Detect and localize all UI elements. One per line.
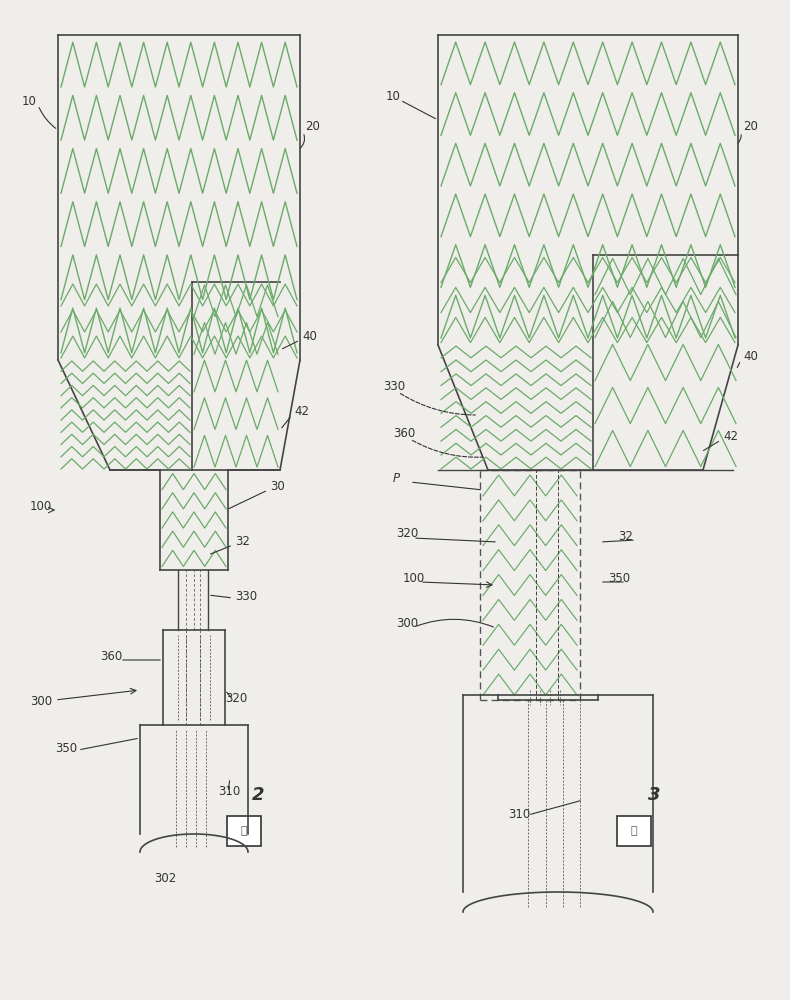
- Text: 32: 32: [618, 530, 633, 543]
- Text: 310: 310: [218, 785, 240, 798]
- Text: 3: 3: [648, 786, 660, 804]
- Text: 330: 330: [235, 590, 257, 603]
- Text: 320: 320: [396, 527, 418, 540]
- Text: 100: 100: [30, 500, 52, 513]
- Text: 10: 10: [386, 90, 401, 103]
- Text: 330: 330: [383, 380, 405, 393]
- Text: 图: 图: [241, 826, 247, 836]
- Text: 40: 40: [302, 330, 317, 343]
- Text: 320: 320: [225, 692, 247, 705]
- Text: 20: 20: [305, 120, 320, 133]
- FancyBboxPatch shape: [227, 816, 261, 846]
- Text: 350: 350: [55, 742, 77, 755]
- Text: 300: 300: [30, 695, 52, 708]
- Text: 100: 100: [403, 572, 425, 585]
- Text: 360: 360: [100, 650, 122, 663]
- Text: 360: 360: [393, 427, 416, 440]
- Text: 42: 42: [294, 405, 309, 418]
- Text: 310: 310: [508, 808, 530, 821]
- Text: P: P: [393, 472, 400, 485]
- Text: 30: 30: [270, 480, 284, 493]
- Text: 20: 20: [743, 120, 758, 133]
- Text: 42: 42: [723, 430, 738, 443]
- Text: 302: 302: [154, 872, 176, 885]
- FancyBboxPatch shape: [617, 816, 651, 846]
- Text: 2: 2: [252, 786, 265, 804]
- Text: 40: 40: [743, 350, 758, 363]
- Text: 32: 32: [235, 535, 250, 548]
- Text: 300: 300: [396, 617, 418, 630]
- Text: 10: 10: [22, 95, 37, 108]
- Text: 图: 图: [630, 826, 638, 836]
- Text: 350: 350: [608, 572, 630, 585]
